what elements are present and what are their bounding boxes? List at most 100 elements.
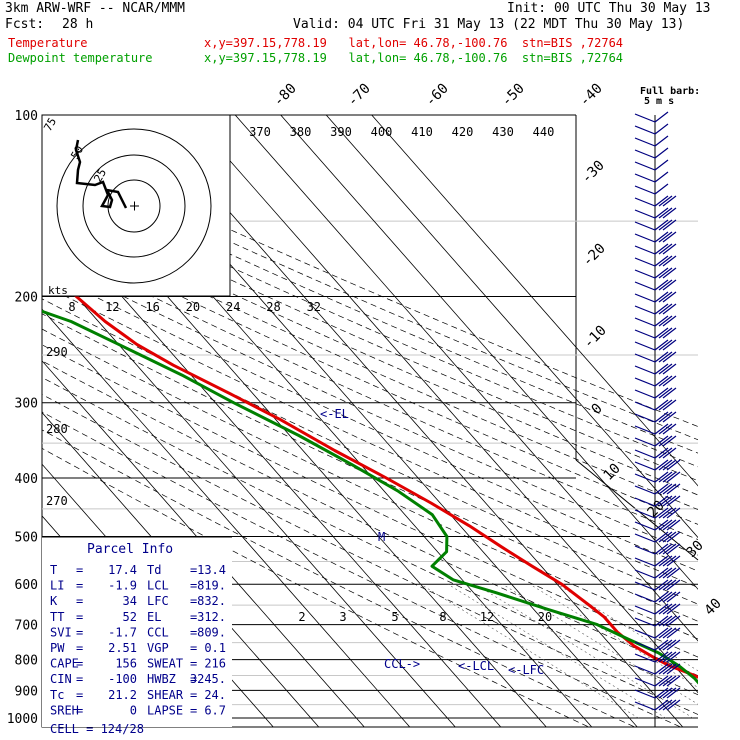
pressure-label-800: 800 xyxy=(15,654,38,669)
theta-label: 440 xyxy=(533,125,555,139)
temperature-legend-label: Temperature xyxy=(8,36,88,50)
wind-barb xyxy=(634,399,677,411)
parcel-key: PW xyxy=(50,641,65,655)
parcel-value: 2.51 xyxy=(108,641,137,655)
level-marker: <-LFC xyxy=(508,663,544,677)
wind-barb xyxy=(634,123,669,135)
dry-adiabat xyxy=(42,190,698,482)
isotherm-line xyxy=(325,115,698,539)
parcel-value: 312. xyxy=(197,610,226,624)
wind-barb xyxy=(634,411,677,423)
parcel-eq: = xyxy=(76,672,83,686)
parcel-key: SWEAT xyxy=(147,657,183,671)
wind-barb xyxy=(634,567,681,579)
theta-label: 420 xyxy=(452,125,474,139)
wind-panel-units: 5 m s xyxy=(644,96,674,107)
isotherm-line xyxy=(371,115,698,487)
dewpoint-location: x,y=397.15,778.19 lat,lon= 46.78,-100.76… xyxy=(204,51,624,65)
wind-barb xyxy=(634,267,677,279)
isotherm-line xyxy=(42,308,411,727)
valid-time: Valid: 04 UTC Fri 31 May 13 (22 MDT Thu … xyxy=(293,17,685,32)
parcel-value: 17.4 xyxy=(108,563,137,577)
parcel-info-title: Parcel Info xyxy=(87,542,173,557)
mixing-ratio-low-label: 12 xyxy=(480,610,494,624)
wind-barb xyxy=(634,303,677,315)
dewpoint-line xyxy=(42,309,698,685)
parcel-value: 24. xyxy=(204,688,226,702)
dry-adiabat xyxy=(42,241,698,541)
parcel-eq: = xyxy=(190,688,197,702)
wind-barb xyxy=(634,363,677,375)
pressure-label-300: 300 xyxy=(15,397,38,412)
mixing-ratio-low-label: 8 xyxy=(439,610,446,624)
mixing-ratio-low-label: 2 xyxy=(298,610,305,624)
parcel-value: 6.7 xyxy=(204,703,226,717)
parcel-value: -1.7 xyxy=(108,625,137,639)
parcel-key: T xyxy=(50,563,57,577)
parcel-value: 832. xyxy=(197,594,226,608)
wind-barb xyxy=(634,639,681,651)
temperature-location: x,y=397.15,778.19 lat,lon= 46.78,-100.76… xyxy=(204,36,624,50)
isotherm-label: -70 xyxy=(345,81,374,110)
parcel-value: 216 xyxy=(204,657,226,671)
isotherm-line xyxy=(234,115,698,642)
parcel-value: 13.4 xyxy=(197,563,226,577)
hodograph-center-icon xyxy=(130,201,139,211)
parcel-value: -1.9 xyxy=(108,579,137,593)
parcel-value: 0.1 xyxy=(204,641,226,655)
dry-adiabat xyxy=(42,215,698,510)
inner-theta-label: 280 xyxy=(46,422,68,436)
wind-barb xyxy=(634,111,669,123)
pressure-label-1000: 1000 xyxy=(7,712,38,727)
isotherm-label: -50 xyxy=(499,81,528,110)
parcel-value: 0 xyxy=(130,703,137,717)
wind-barb xyxy=(634,135,669,147)
wind-barb xyxy=(634,603,681,615)
parcel-key: LI xyxy=(50,579,64,593)
wind-barb xyxy=(634,315,677,327)
inner-theta-label: 270 xyxy=(46,494,68,508)
mixing-ratio-label: 16 xyxy=(145,300,159,314)
hodograph-trace xyxy=(74,139,128,209)
parcel-value: 52 xyxy=(123,610,137,624)
wind-barb xyxy=(634,519,681,531)
wind-barb xyxy=(634,159,669,171)
parcel-eq: = xyxy=(190,703,197,717)
parcel-cell-label: CELL = 124/28 xyxy=(50,722,144,736)
parcel-key: LFC xyxy=(147,594,169,608)
wind-barb xyxy=(634,447,677,459)
hodograph-ring-label-75: 75 xyxy=(41,116,59,134)
parcel-key: EL xyxy=(147,610,161,624)
parcel-info-panel xyxy=(42,537,232,727)
isotherm-label: -80 xyxy=(271,81,300,110)
wind-barb xyxy=(634,615,681,627)
parcel-eq: = xyxy=(76,703,83,717)
wind-barb xyxy=(634,435,677,447)
wind-barb xyxy=(634,375,677,387)
parcel-eq: = xyxy=(76,657,83,671)
theta-label: 400 xyxy=(371,125,393,139)
pressure-label-200: 200 xyxy=(15,291,38,306)
wind-panel-title: Full barb: xyxy=(640,86,700,97)
wind-barb xyxy=(634,423,677,435)
pressure-label-600: 600 xyxy=(15,578,38,593)
inner-theta-label: 290 xyxy=(46,345,68,359)
parcel-key: SREH xyxy=(50,703,79,717)
parcel-eq: = xyxy=(76,579,83,593)
isotherm-label: -40 xyxy=(577,81,606,110)
dry-adiabat xyxy=(42,177,698,468)
pressure-label-100: 100 xyxy=(15,109,38,124)
isotherm-line xyxy=(42,360,365,727)
dry-adiabat xyxy=(42,344,698,658)
parcel-eq: = xyxy=(76,688,83,702)
wind-barb xyxy=(634,207,677,219)
wind-barb xyxy=(634,687,681,699)
parcel-value: -100 xyxy=(108,672,137,686)
wind-barb xyxy=(634,591,681,603)
wind-barb xyxy=(634,579,681,591)
theta-label: 430 xyxy=(492,125,514,139)
dry-adiabat xyxy=(42,313,698,622)
parcel-eq: = xyxy=(76,610,83,624)
dry-adiabat xyxy=(42,328,698,640)
